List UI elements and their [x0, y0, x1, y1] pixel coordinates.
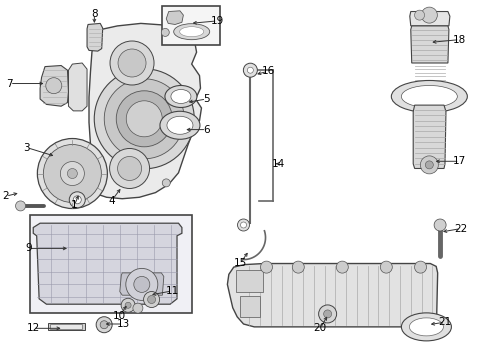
- Text: 22: 22: [453, 224, 467, 234]
- Circle shape: [110, 41, 154, 85]
- Circle shape: [240, 222, 246, 228]
- Ellipse shape: [171, 90, 190, 103]
- Text: 11: 11: [165, 286, 179, 296]
- Circle shape: [16, 201, 25, 211]
- Circle shape: [162, 179, 170, 187]
- Ellipse shape: [401, 313, 450, 341]
- Ellipse shape: [164, 85, 197, 108]
- Polygon shape: [33, 223, 182, 304]
- Text: 7: 7: [6, 78, 13, 89]
- Bar: [30, 215, 191, 313]
- Bar: [162, 6, 220, 45]
- Text: 16: 16: [261, 66, 274, 76]
- Polygon shape: [120, 273, 163, 295]
- Circle shape: [247, 67, 253, 73]
- Circle shape: [121, 298, 135, 312]
- Circle shape: [69, 192, 85, 208]
- Circle shape: [125, 269, 158, 300]
- Circle shape: [425, 161, 432, 169]
- Circle shape: [104, 79, 184, 159]
- Circle shape: [91, 174, 99, 182]
- Circle shape: [143, 292, 159, 307]
- Circle shape: [46, 78, 61, 94]
- Bar: [235, 270, 262, 292]
- Circle shape: [414, 10, 424, 20]
- Ellipse shape: [408, 318, 443, 336]
- Circle shape: [67, 168, 77, 179]
- Circle shape: [60, 162, 84, 185]
- Text: 5: 5: [203, 94, 209, 104]
- Circle shape: [323, 310, 331, 318]
- Circle shape: [109, 148, 149, 189]
- Ellipse shape: [179, 27, 203, 37]
- Polygon shape: [227, 264, 437, 327]
- Circle shape: [134, 276, 149, 292]
- Polygon shape: [412, 105, 445, 168]
- Circle shape: [318, 305, 336, 323]
- Text: 15: 15: [233, 258, 247, 268]
- Circle shape: [73, 196, 81, 204]
- Text: 1: 1: [71, 200, 78, 210]
- Polygon shape: [166, 11, 183, 24]
- Text: 21: 21: [437, 317, 451, 327]
- Polygon shape: [89, 23, 201, 199]
- Bar: [50, 324, 82, 329]
- Circle shape: [336, 261, 347, 273]
- Ellipse shape: [401, 85, 456, 108]
- Text: 19: 19: [210, 16, 224, 26]
- Circle shape: [94, 69, 194, 169]
- Text: 20: 20: [313, 323, 326, 333]
- Circle shape: [433, 219, 445, 231]
- Text: 18: 18: [452, 35, 466, 45]
- Circle shape: [243, 63, 257, 77]
- Circle shape: [100, 321, 108, 329]
- Circle shape: [37, 139, 107, 208]
- Polygon shape: [87, 23, 102, 51]
- Text: 2: 2: [2, 191, 9, 201]
- Circle shape: [420, 156, 437, 174]
- Text: 10: 10: [113, 311, 126, 321]
- Text: 13: 13: [116, 319, 130, 329]
- Circle shape: [43, 144, 101, 203]
- Circle shape: [117, 157, 142, 180]
- Polygon shape: [410, 26, 448, 63]
- Circle shape: [118, 49, 146, 77]
- Text: 17: 17: [452, 156, 466, 166]
- Circle shape: [126, 101, 162, 137]
- Circle shape: [125, 302, 131, 308]
- Circle shape: [96, 317, 112, 333]
- Polygon shape: [40, 66, 68, 106]
- Ellipse shape: [390, 81, 467, 112]
- Circle shape: [292, 261, 304, 273]
- Circle shape: [421, 7, 436, 23]
- Bar: [239, 296, 260, 317]
- Circle shape: [237, 219, 249, 231]
- Text: 8: 8: [91, 9, 98, 19]
- Ellipse shape: [173, 24, 209, 40]
- Text: 6: 6: [203, 125, 209, 135]
- Ellipse shape: [160, 111, 200, 139]
- Circle shape: [133, 303, 142, 313]
- Text: 3: 3: [23, 143, 30, 153]
- Circle shape: [116, 91, 172, 147]
- Text: 4: 4: [108, 196, 115, 206]
- Circle shape: [380, 261, 391, 273]
- Circle shape: [161, 28, 169, 36]
- Circle shape: [414, 261, 426, 273]
- Circle shape: [260, 261, 272, 273]
- Text: 14: 14: [271, 159, 285, 169]
- Circle shape: [147, 296, 155, 303]
- Polygon shape: [68, 63, 87, 111]
- Polygon shape: [409, 12, 449, 26]
- Text: 12: 12: [26, 323, 40, 333]
- Ellipse shape: [166, 116, 193, 134]
- Bar: [48, 323, 84, 330]
- Text: 9: 9: [25, 243, 32, 253]
- Circle shape: [94, 39, 102, 47]
